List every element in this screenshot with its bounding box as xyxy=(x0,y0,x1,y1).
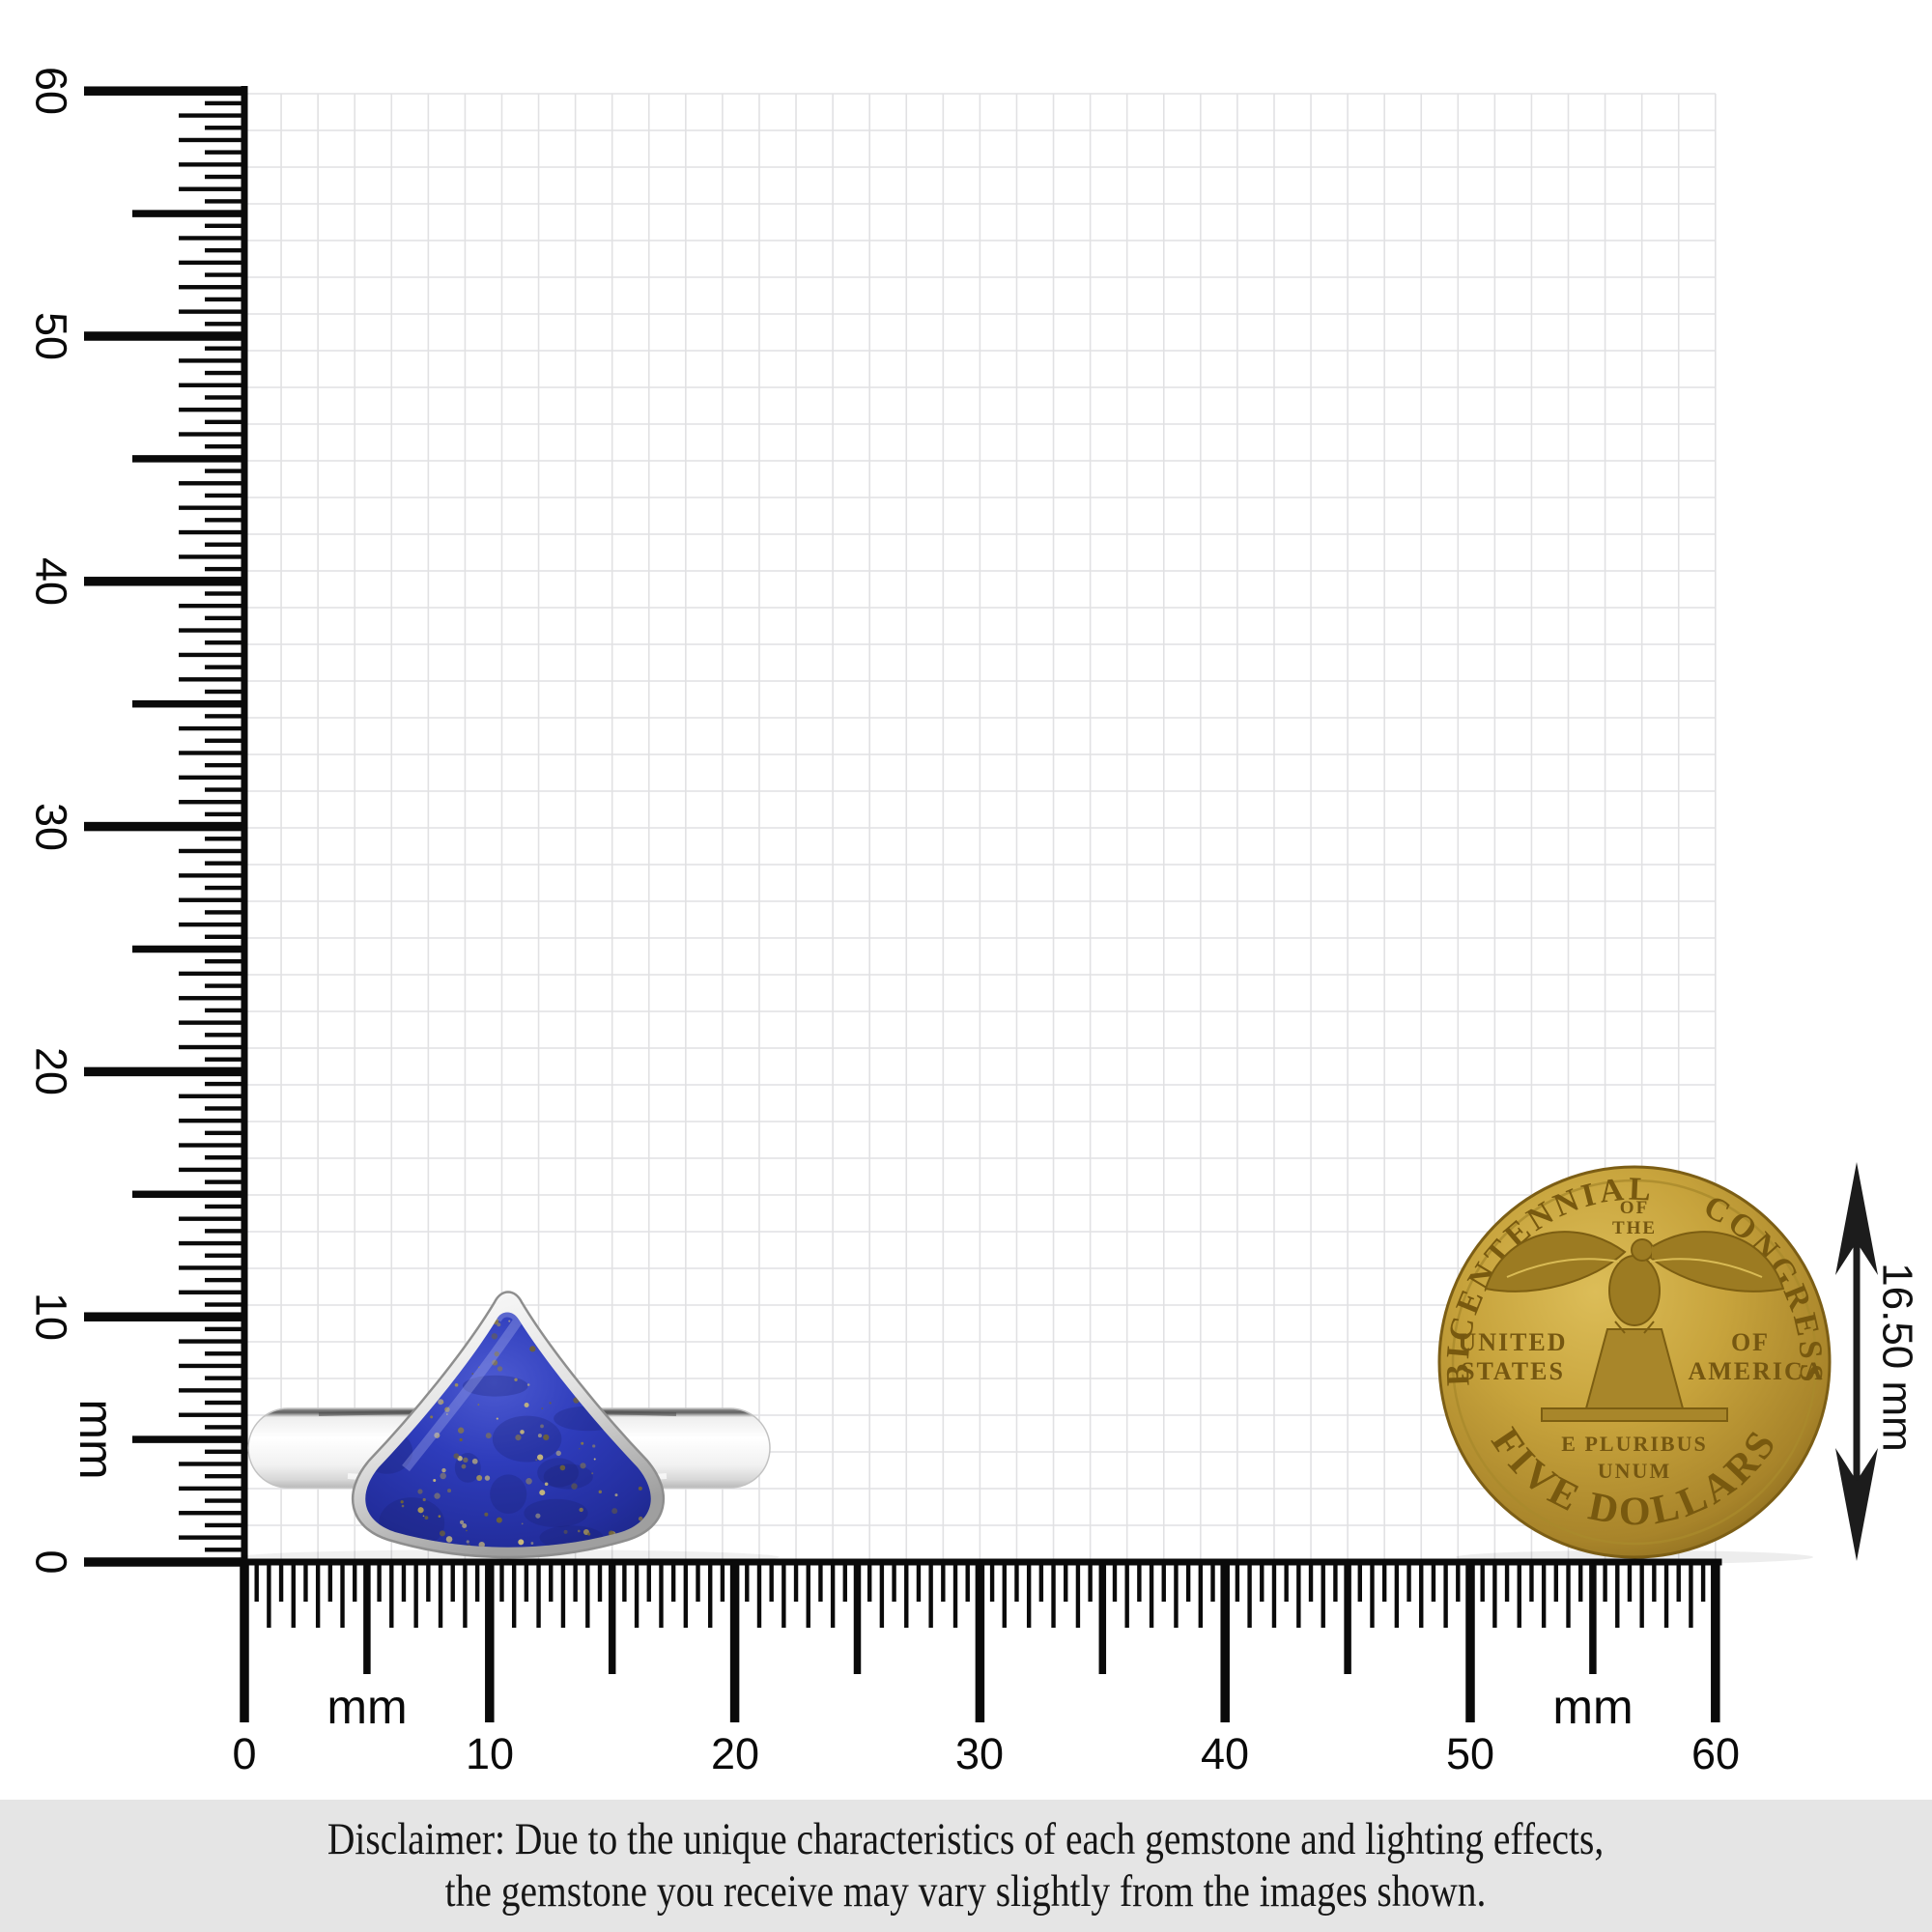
left-ruler-label: 60 xyxy=(27,67,76,115)
left-ruler-baseline xyxy=(241,86,248,1565)
bottom-ruler-baseline xyxy=(241,1558,1722,1566)
left-ruler-labels: 0 10 20 30 40 50 60 mm xyxy=(27,67,125,1575)
disclaimer-band: Disclaimer: Due to the unique characteri… xyxy=(0,1800,1932,1932)
bottom-ruler-label: 20 xyxy=(711,1729,759,1778)
lapis-stone xyxy=(365,1312,651,1548)
bottom-ruler-label: 30 xyxy=(955,1729,1004,1778)
left-ruler-label: 20 xyxy=(27,1047,76,1095)
bottom-ruler-label: 40 xyxy=(1201,1729,1249,1778)
measure-arrow-up-icon xyxy=(1835,1162,1878,1275)
coin-text-states: STATES xyxy=(1461,1357,1565,1385)
left-ruler-label: 50 xyxy=(27,312,76,360)
ring-photo xyxy=(239,1291,780,1565)
coin-text-america: AMERICA xyxy=(1688,1357,1824,1385)
bottom-ruler-label: 60 xyxy=(1691,1729,1740,1778)
coin-text-e-pluribus: E PLURIBUS xyxy=(1561,1432,1707,1456)
left-ruler-label: 10 xyxy=(27,1293,76,1341)
coin-diameter-label: 16.50 mm xyxy=(1874,1263,1921,1452)
left-ruler-label: 30 xyxy=(27,803,76,851)
bottom-ruler-unit-label-right: mm xyxy=(1552,1680,1633,1734)
stone-sheen xyxy=(402,1312,525,1472)
coin-text-of: OF xyxy=(1620,1198,1649,1218)
left-ruler-label: 40 xyxy=(27,557,76,606)
coin-diameter-measure: 16.50 mm xyxy=(1835,1162,1921,1561)
bottom-ruler-labels: 0 10 20 30 40 50 60 mm mm xyxy=(232,1680,1740,1778)
disclaimer-line-1: Disclaimer: Due to the unique characteri… xyxy=(327,1814,1605,1865)
disclaimer-line-2: the gemstone you receive may vary slight… xyxy=(445,1865,1487,1917)
bottom-ruler-label: 10 xyxy=(466,1729,514,1778)
coin-eagle-emblem xyxy=(1484,1231,1785,1422)
bottom-ruler-label: 0 xyxy=(232,1729,256,1778)
bottom-ruler-ticks xyxy=(240,1562,1720,1722)
coin-text-of-2: OF xyxy=(1731,1328,1770,1356)
left-ruler-label: 0 xyxy=(27,1549,76,1574)
bottom-ruler-label: 50 xyxy=(1446,1729,1494,1778)
graph-paper-grid xyxy=(243,93,1717,1563)
coin-text-united: UNITED xyxy=(1458,1328,1567,1356)
bottom-ruler-unit-label-left: mm xyxy=(327,1680,407,1734)
coin-text-unum: UNUM xyxy=(1598,1459,1671,1483)
measure-arrow-down-icon xyxy=(1835,1448,1878,1561)
coin-photo: BICENTENNIAL CONGRESS OF THE FIVE DOLLAR… xyxy=(1437,1165,1832,1564)
coin-text-the: THE xyxy=(1612,1218,1657,1238)
left-ruler-unit-label: mm xyxy=(70,1399,124,1479)
left-ruler-ticks xyxy=(84,86,244,1567)
coin-rim-ring xyxy=(1451,1179,1818,1546)
